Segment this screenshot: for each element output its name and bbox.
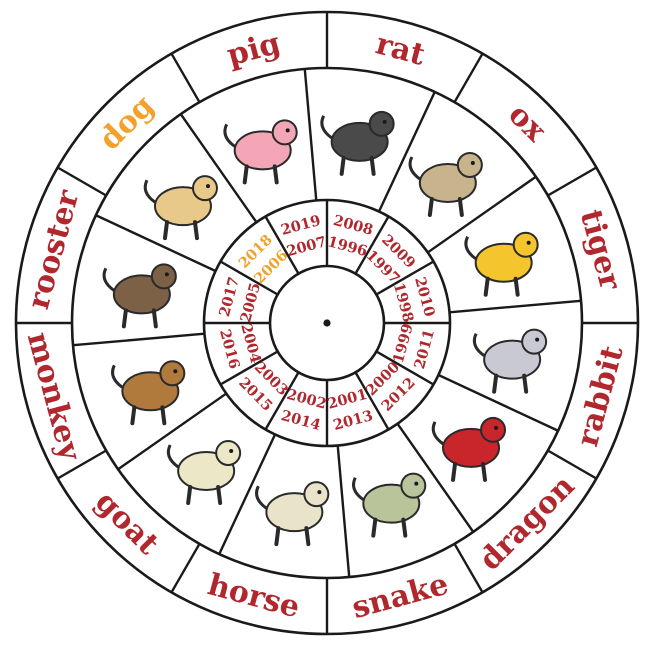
divider-picture xyxy=(449,299,582,314)
divider-outer xyxy=(547,449,597,480)
divider-picture xyxy=(396,423,475,533)
year-label-pig-2: 2007 xyxy=(285,233,328,260)
rabbit-icon xyxy=(472,328,548,394)
animal-name-monkey: monkey xyxy=(20,329,88,466)
animal-name-goat: goat xyxy=(88,484,165,561)
rooster-icon xyxy=(102,263,177,329)
animal-name-dog: dog xyxy=(93,89,162,158)
divider-outer xyxy=(453,53,484,103)
year-label-rooster-2: 2005 xyxy=(237,281,264,324)
divider-picture xyxy=(303,68,318,201)
animal-name-rat: rat xyxy=(372,26,429,73)
divider-picture xyxy=(377,91,436,213)
dog-icon xyxy=(143,175,218,241)
divider-picture xyxy=(72,332,205,347)
animal-picture-ring xyxy=(102,110,548,547)
dragon-icon xyxy=(431,416,507,482)
center-pivot xyxy=(323,319,331,327)
divider-outer xyxy=(57,449,107,480)
year-label-rabbit-1: 2011 xyxy=(411,327,438,370)
rat-icon xyxy=(320,110,395,176)
monkey-icon xyxy=(111,360,186,426)
divider-inner xyxy=(219,260,279,296)
divider-inner xyxy=(354,215,390,275)
divider-inner xyxy=(375,350,435,386)
year-label-rat-2: 1996 xyxy=(326,233,369,260)
divider-outer xyxy=(547,166,597,197)
divider-picture xyxy=(179,113,258,223)
year-label-snake-1: 2013 xyxy=(331,407,374,434)
sector-dividers xyxy=(16,12,638,634)
divider-picture xyxy=(95,214,217,273)
divider-outer xyxy=(453,543,484,593)
tiger-icon xyxy=(464,231,539,297)
divider-outer xyxy=(57,166,107,197)
divider-inner xyxy=(264,371,300,431)
year-label-horse-1: 2014 xyxy=(279,407,322,434)
divider-picture xyxy=(336,445,351,578)
divider-picture xyxy=(117,392,227,471)
year-label-monkey-1: 2016 xyxy=(216,327,243,370)
pig-icon xyxy=(223,119,298,185)
divider-inner xyxy=(354,371,390,431)
animal-name-rooster: rooster xyxy=(21,185,87,313)
divider-outer xyxy=(170,53,201,103)
divider-picture xyxy=(427,175,537,254)
goat-icon xyxy=(166,440,242,506)
divider-inner xyxy=(219,350,279,386)
animal-name-ox: ox xyxy=(501,97,553,149)
animal-name-pig: pig xyxy=(223,26,284,74)
year-label-tiger-2: 1998 xyxy=(390,281,417,324)
divider-picture xyxy=(218,433,277,555)
ox-icon xyxy=(408,151,483,217)
divider-picture xyxy=(437,373,559,432)
snake-icon xyxy=(352,472,427,538)
horse-icon xyxy=(255,481,330,547)
divider-outer xyxy=(170,543,201,593)
divider-inner xyxy=(375,260,435,296)
divider-inner xyxy=(264,215,300,275)
